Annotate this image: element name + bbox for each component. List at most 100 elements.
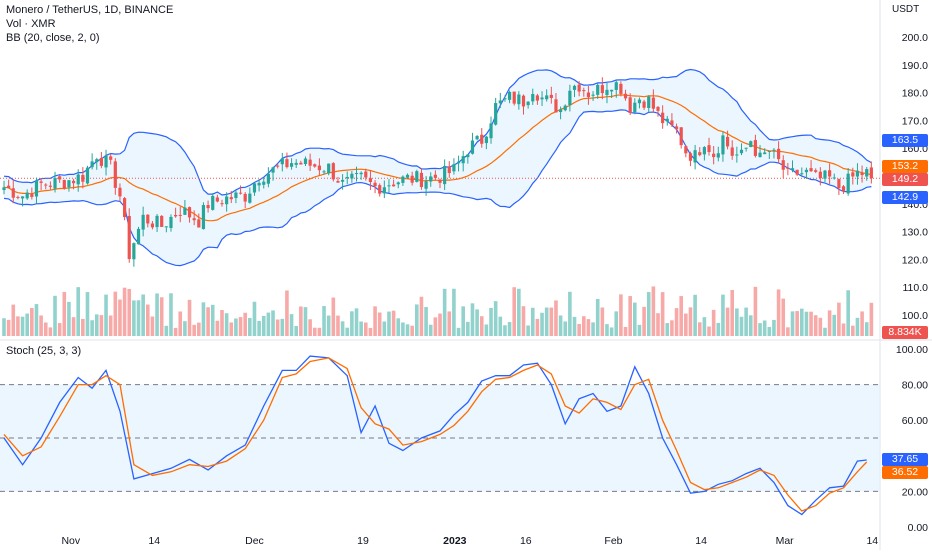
volume-bar [6, 319, 11, 336]
volume-bar [377, 312, 382, 336]
candle-body [387, 185, 391, 187]
volume-bar [104, 294, 108, 336]
candle-body [814, 170, 818, 172]
candle-body [489, 123, 493, 139]
candle-body [109, 156, 113, 160]
volume-bar [841, 323, 846, 336]
candle-body [540, 97, 544, 100]
stoch-tick-label: 0.00 [908, 522, 929, 534]
candle-body [285, 159, 289, 168]
candle-body [582, 90, 586, 92]
candle-body [721, 135, 725, 155]
candle-body [174, 214, 178, 217]
candle-body [702, 147, 706, 155]
volume-bar [846, 290, 850, 336]
volume-bar [433, 317, 438, 336]
candle-body [456, 161, 461, 164]
candle-body [136, 228, 141, 245]
volume-bar [735, 308, 739, 336]
stoch-legend[interactable]: Stoch (25, 3, 3) [6, 345, 82, 357]
volume-bar [48, 327, 53, 336]
volume-bar [503, 325, 507, 336]
candle-body [164, 226, 168, 228]
candle-body [345, 176, 349, 179]
time-tick-label: 14 [866, 535, 878, 547]
stoch-tick-label: 20.00 [902, 486, 928, 498]
volume-bar [614, 311, 619, 336]
bb-basis-line [3, 94, 872, 222]
candle-body [470, 140, 475, 154]
volume-bar [809, 311, 813, 336]
volume-bar [141, 294, 145, 336]
volume-bar [697, 322, 702, 336]
volume-bar [43, 322, 48, 336]
candle-body [183, 207, 187, 215]
candle-body [234, 192, 238, 199]
volume-bar [183, 321, 187, 336]
candle-body [753, 140, 758, 156]
price-tick-label: 190.0 [902, 60, 928, 72]
candle-body [828, 170, 832, 177]
volume-bar [684, 313, 688, 336]
candle-body [317, 165, 322, 171]
bb-legend[interactable]: BB (20, close, 2, 0) [6, 32, 100, 44]
candle-body [586, 92, 591, 98]
volume-legend[interactable]: Vol · XMR [6, 18, 56, 30]
candle-body [545, 95, 549, 100]
candle-body [118, 187, 122, 197]
volume-bar [16, 316, 20, 336]
volume-bar [2, 318, 6, 336]
volume-bar [818, 317, 823, 336]
volume-bar [790, 311, 795, 336]
candle-body [392, 184, 396, 187]
volume-bar [679, 296, 683, 336]
candle-body [466, 154, 470, 158]
candle-body [141, 214, 145, 230]
volume-bar [424, 307, 428, 336]
time-tick-label: 14 [695, 535, 707, 547]
volume-bar [512, 287, 517, 336]
candle-body [837, 179, 841, 189]
candle-body [206, 205, 210, 209]
volume-bar [187, 299, 192, 336]
candle-body [610, 89, 614, 92]
candle-body [7, 185, 11, 189]
volume-bar [651, 286, 656, 336]
volume-bar [220, 310, 224, 336]
volume-bar [586, 319, 591, 336]
candle-body [480, 134, 484, 144]
volume-bar [271, 310, 275, 336]
volume-badge: 8.834K [882, 326, 928, 339]
candles [2, 77, 873, 267]
volume-bar [535, 318, 540, 336]
volume-bar [224, 313, 229, 336]
volume-bar [772, 319, 776, 336]
candle-body [238, 192, 243, 194]
candle-body [554, 99, 558, 113]
candle-body [716, 153, 720, 158]
volume-bar [688, 307, 693, 336]
candle-body [851, 172, 855, 177]
candle-body [257, 182, 261, 186]
volume-bar [711, 309, 716, 336]
symbol-legend[interactable]: Monero / TetherUS, 1D, BINANCE [6, 4, 174, 16]
volume-bar [363, 322, 368, 336]
candle-body [382, 187, 386, 194]
candle-body [763, 152, 767, 155]
volume-bar [813, 315, 818, 336]
candle-body [512, 91, 516, 104]
volume-bar [595, 298, 600, 336]
candle-body [447, 166, 451, 174]
volume-bar [25, 313, 29, 336]
candle-body [2, 187, 6, 191]
volume-bar [456, 327, 461, 336]
candle-body [846, 173, 850, 194]
volume-bar [368, 327, 373, 336]
volume-bar [795, 311, 799, 336]
candle-body [76, 174, 80, 185]
candle-body [549, 94, 553, 98]
volume-bar [758, 323, 762, 336]
candle-body [368, 178, 373, 182]
